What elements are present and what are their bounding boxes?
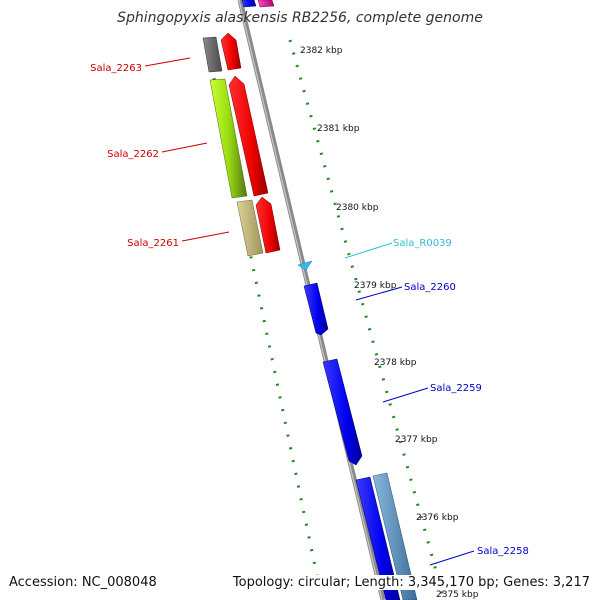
gene-arrow-sala-2260[interactable]: [303, 282, 329, 336]
gene-label-sala-2262: Sala_2262: [107, 149, 159, 160]
gene-arrow-sala-2262-a[interactable]: [209, 78, 248, 199]
gene-label-sala-2263: Sala_2263: [90, 63, 142, 74]
tick-label-2380: 2380 kbp: [336, 203, 379, 213]
gene-arrow-sala-2263-b[interactable]: [220, 32, 242, 71]
tick-label-2382: 2382 kbp: [300, 46, 343, 56]
gene-arrow-sala-2261-b[interactable]: [255, 196, 281, 254]
gene-arrow-sala-r0039[interactable]: [297, 260, 313, 271]
tick-label-2376: 2376 kbp: [416, 513, 459, 523]
gene-label-sala-r0039: Sala_R0039: [393, 238, 452, 249]
gene-labels: Sala_2263 Sala_2262 Sala_2261 Sala_R0039…: [90, 63, 529, 557]
tick-labels: 2382 kbp 2381 kbp 2380 kbp 2379 kbp 2378…: [300, 46, 479, 600]
gene-label-sala-2261: Sala_2261: [127, 238, 179, 249]
tick-label-2377: 2377 kbp: [395, 435, 438, 445]
gene-arrow-sala-2259[interactable]: [322, 358, 363, 466]
gene-label-sala-2259: Sala_2259: [430, 383, 482, 394]
gene-label-sala-2258: Sala_2258: [477, 546, 529, 557]
tick-label-2375: 2375 kbp: [436, 590, 479, 600]
gene-arrow-sala-2262-b[interactable]: [228, 75, 269, 197]
tick-label-2379: 2379 kbp: [354, 281, 397, 291]
gene-arrow-sala-2258-a[interactable]: [355, 476, 401, 600]
gene-arrow-top-magenta[interactable]: [257, 0, 275, 8]
map-title: Sphingopyxis alaskensis RB2256, complete…: [117, 10, 483, 26]
gene-label-leaders: [144, 57, 475, 566]
gene-arrow-sala-2261-a[interactable]: [236, 199, 264, 257]
gene-arrow-sala-2263-a[interactable]: [202, 36, 223, 73]
gene-label-sala-2260: Sala_2260: [404, 282, 456, 293]
accession-text: Accession: NC_008048: [9, 575, 157, 590]
gene-arrow-top-blue[interactable]: [241, 0, 257, 8]
topology-text: Topology: circular; Length: 3,345,170 bp…: [232, 575, 590, 590]
gene-arrow-sala-2258-b[interactable]: [372, 472, 418, 600]
tick-label-2381: 2381 kbp: [317, 124, 360, 134]
tick-label-2378: 2378 kbp: [374, 358, 417, 368]
